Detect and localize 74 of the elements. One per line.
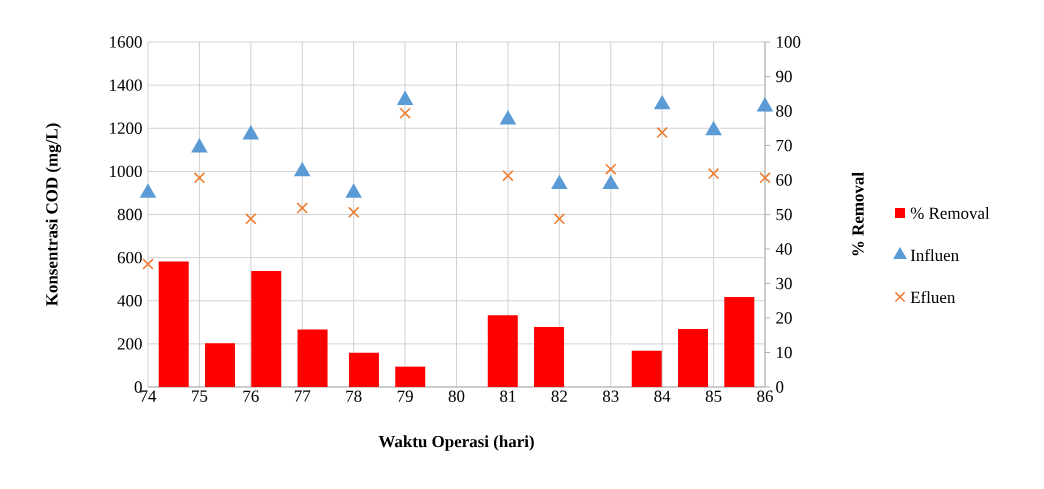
bar: [158, 261, 189, 387]
x-tick-label: 78: [346, 390, 362, 402]
y2-tick-label: 60: [776, 174, 792, 186]
y-tick-label: 600: [117, 251, 142, 264]
bar: [534, 326, 565, 387]
point: [707, 167, 720, 180]
point: [397, 91, 413, 106]
bar: [395, 366, 426, 387]
y-tick-label: 800: [117, 208, 142, 221]
y2-tick-label: 40: [775, 243, 792, 255]
x-tick-label: 86: [757, 390, 773, 402]
y-tick-label: 1000: [110, 165, 142, 178]
y2-tick-label: 100: [777, 36, 801, 48]
y-axis-title: Konsentrasi COD (mg/L): [45, 123, 62, 306]
x-tick-label: 74: [140, 390, 157, 402]
x-tick-label: 84: [654, 390, 671, 402]
point: [603, 175, 619, 190]
x-tick-label: 76: [243, 390, 259, 402]
y2-tick-label: 50: [776, 208, 792, 221]
point: [345, 184, 362, 198]
point: [656, 126, 668, 139]
point: [551, 175, 568, 190]
bar: [348, 352, 379, 387]
bar: [204, 343, 235, 387]
y-tick-label: 0: [134, 381, 142, 393]
x-tick-label: 79: [397, 390, 413, 402]
point: [191, 138, 208, 153]
point: [705, 121, 722, 136]
y-tick-label: 1600: [110, 36, 142, 48]
y-tick-label: 1200: [110, 122, 142, 134]
point: [605, 163, 617, 175]
point: [553, 213, 566, 225]
bar: [297, 329, 328, 387]
y-tick-label: 200: [117, 338, 142, 350]
point: [502, 169, 514, 182]
point: [294, 162, 310, 177]
y2-tick-label: 10: [777, 346, 792, 359]
y2-tick-label: 90: [776, 70, 792, 83]
x-tick-label: 75: [192, 390, 208, 402]
x-tick-label: 80: [448, 390, 465, 402]
legend-label: Influen: [910, 248, 959, 262]
y-tick-label: 1400: [110, 79, 142, 91]
y2-tick-label: 30: [776, 277, 792, 290]
point: [193, 172, 206, 184]
bar: [678, 329, 709, 387]
x-axis-title: Waktu Operasi (hari): [378, 435, 534, 451]
bar: [487, 315, 518, 387]
y2-tick-label: 70: [776, 139, 792, 152]
point: [245, 213, 257, 225]
point: [142, 258, 154, 270]
point: [654, 95, 670, 110]
x-tick-label: 85: [705, 390, 722, 402]
point: [243, 125, 259, 140]
bar: [631, 350, 662, 387]
y-tick-label: 400: [117, 295, 142, 307]
point: [757, 97, 773, 112]
point: [140, 184, 156, 198]
point: [399, 107, 411, 119]
bar: [724, 296, 755, 387]
y2-tick-label: 0: [776, 381, 784, 393]
point: [347, 206, 360, 219]
y2-tick-label: 20: [776, 312, 792, 324]
point: [500, 110, 516, 125]
point: [296, 202, 308, 214]
y2-tick-label: 80: [776, 105, 792, 117]
x-tick-label: 81: [500, 390, 516, 402]
x-tick-label: 82: [551, 390, 567, 402]
x-tick-label: 83: [602, 390, 619, 402]
bar: [251, 271, 282, 387]
x-tick-label: 77: [294, 390, 311, 402]
legend-label: Efluen: [910, 290, 956, 304]
y2-axis-title: % Removal: [851, 172, 864, 256]
point: [759, 172, 771, 184]
legend-label: % Removal: [910, 207, 990, 219]
